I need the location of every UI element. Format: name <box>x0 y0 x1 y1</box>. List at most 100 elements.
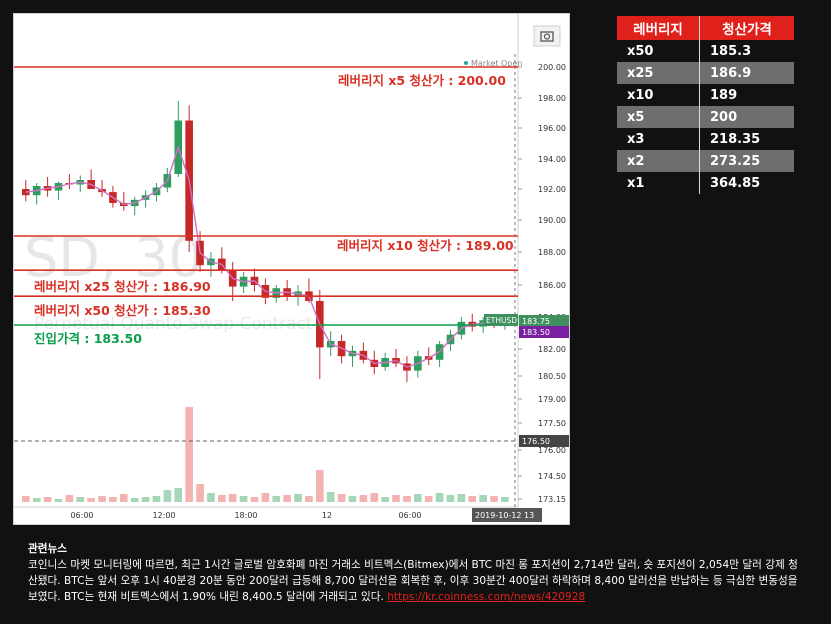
volume-bar <box>152 496 161 502</box>
y-tick-label: 194.00 <box>538 155 566 164</box>
volume-bar <box>359 495 368 502</box>
y-tick-label: 182.00 <box>538 345 566 354</box>
volume-bar <box>370 493 379 502</box>
volume-bar <box>163 490 172 502</box>
cell-price: 186.9 <box>699 62 794 84</box>
dashed-level-tag-bg <box>519 435 569 447</box>
liquidation-label-x10: 레버리지 x10 청산가 : 189.00 <box>337 238 514 253</box>
volume-bar <box>501 497 509 502</box>
price-tag2-bg <box>519 326 569 338</box>
volume-bar <box>479 495 487 502</box>
table-row: x1 364.85 <box>617 172 794 194</box>
volume-bar <box>65 495 74 502</box>
volume-bar <box>283 495 291 502</box>
news-title: 관련뉴스 <box>28 543 67 555</box>
volume-bar <box>392 495 400 502</box>
date-label: 2019-10-12 13 <box>475 511 534 520</box>
volume-bar <box>490 496 498 502</box>
symbol-tag-bg <box>484 314 518 326</box>
news-link[interactable]: https://kr.coinness.com/news/420928 <box>387 591 586 603</box>
camera-icon[interactable] <box>533 25 561 47</box>
volume-bar <box>196 484 204 502</box>
volume-bar <box>305 496 313 502</box>
volume-bar <box>54 499 63 502</box>
volume-bar <box>32 498 41 502</box>
x-tick-label: 06:00 <box>398 511 421 520</box>
y-tick-label: 196.00 <box>538 124 566 133</box>
cell-leverage: x10 <box>617 84 700 106</box>
volume-bar <box>337 494 346 502</box>
volume-bar <box>272 496 281 502</box>
watermark-sub: Perpetual Quanto Swap Contract <box>34 314 313 334</box>
volume-bar <box>185 407 193 502</box>
table-row: x5 200 <box>617 106 794 128</box>
liquidation-label-x25: 레버리지 x25 청산가 : 186.90 <box>34 279 211 294</box>
volume-bar <box>239 496 248 502</box>
cell-leverage: x5 <box>617 106 700 128</box>
liquidation-table: 레버리지 청산가격 x50 185.3 x25 186.9 x10 189 x5… <box>617 16 794 194</box>
cell-leverage: x2 <box>617 150 700 172</box>
y-tick-label: 176.00 <box>538 446 566 455</box>
volume-bar <box>120 494 128 502</box>
news-body: 코인니스 마켓 모니터링에 따르면, 최근 1시간 글로벌 암호화폐 마진 거래… <box>28 559 798 603</box>
cell-leverage: x50 <box>617 40 700 62</box>
volume-bar <box>218 495 226 502</box>
y-tick-label: 173.15 <box>538 495 566 504</box>
volume-bar <box>76 497 85 502</box>
table-row: x2 273.25 <box>617 150 794 172</box>
volume-bar <box>403 496 411 502</box>
cell-price: 189 <box>699 84 794 106</box>
volume-bar <box>22 496 30 502</box>
liquidation-label-entry: 진입가격 : 183.50 <box>34 331 142 346</box>
y-tick-label: 179.00 <box>538 395 566 404</box>
price-tag2: 183.50 <box>522 328 550 337</box>
volume-bar <box>468 496 477 502</box>
camera-icon-body <box>540 31 554 42</box>
cell-price: 273.25 <box>699 150 794 172</box>
volume-bar <box>381 497 389 502</box>
market-status-dot <box>464 61 468 65</box>
cell-leverage: x1 <box>617 172 700 194</box>
date-label-bg <box>472 508 542 522</box>
volume-bar <box>414 494 422 502</box>
table-row: x50 185.3 <box>617 40 794 62</box>
y-tick-label: 190.00 <box>538 216 566 225</box>
volume-bar <box>435 493 444 502</box>
cell-price: 218.35 <box>699 128 794 150</box>
y-tick-label: 186.00 <box>538 281 566 290</box>
liquidation-label-x50: 레버리지 x50 청산가 : 185.30 <box>34 303 211 318</box>
volume-bar <box>141 497 150 502</box>
volume-bar <box>316 470 324 502</box>
y-tick-label: 192.00 <box>538 185 566 194</box>
cell-price: 185.3 <box>699 40 794 62</box>
volume-bar <box>98 496 106 502</box>
y-tick-label: 177.50 <box>538 419 566 428</box>
moving-average-line <box>25 145 505 368</box>
x-tick-label: 12:00 <box>152 511 175 520</box>
volume-bar <box>424 496 433 502</box>
market-status: Market Open <box>471 59 522 68</box>
volume-bar <box>109 497 117 502</box>
table-row: x25 186.9 <box>617 62 794 84</box>
x-tick-label: 12 <box>322 511 332 520</box>
table-row: x10 189 <box>617 84 794 106</box>
volume-bar <box>43 497 52 502</box>
price-tag-bg <box>519 315 569 327</box>
y-tick-label: 198.00 <box>538 94 566 103</box>
y-tick-label: 180.50 <box>538 372 566 381</box>
table-header-row: 레버리지 청산가격 <box>617 16 794 40</box>
volume-bar <box>250 497 259 502</box>
cell-price: 364.85 <box>699 172 794 194</box>
table-row: x3 218.35 <box>617 128 794 150</box>
x-tick-label: 18:00 <box>234 511 257 520</box>
symbol-tag: ETHUSD <box>486 316 517 325</box>
volume-bar <box>457 494 466 502</box>
volume-bar <box>87 498 95 502</box>
price-tag: 183.75 <box>522 317 550 326</box>
dashed-level-tag: 176.50 <box>522 437 550 446</box>
y-tick-label: 188.00 <box>538 248 566 257</box>
related-news: 관련뉴스 코인니스 마켓 모니터링에 따르면, 최근 1시간 글로벌 암호화폐 … <box>28 541 798 605</box>
price-chart[interactable]: SD, 30 Perpetual Quanto Swap Contract 200.… <box>13 13 570 525</box>
volume-bar <box>207 493 215 502</box>
